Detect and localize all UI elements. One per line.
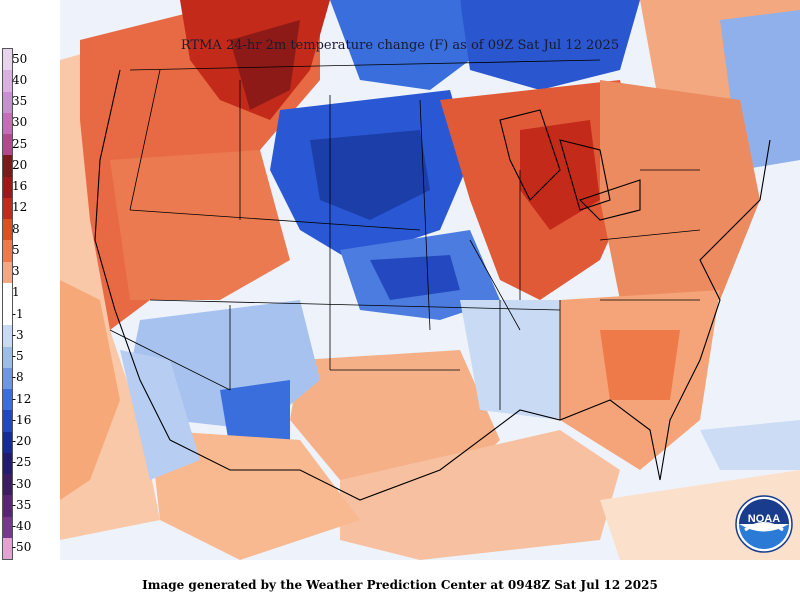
legend-swatch <box>3 134 12 156</box>
legend-swatch <box>3 112 12 134</box>
legend-swatch <box>3 346 12 368</box>
legend-swatch <box>3 389 12 411</box>
legend-label: 35 <box>12 94 28 109</box>
state-borders <box>109 59 701 420</box>
legend-label: 50 <box>12 51 28 66</box>
legend-swatch <box>3 282 12 304</box>
legend-swatch <box>3 452 12 474</box>
legend-label: 3 <box>12 264 20 279</box>
legend-swatch <box>3 410 12 432</box>
legend-label: 1 <box>12 285 20 300</box>
legend-swatch <box>3 261 12 283</box>
legend-label: 8 <box>12 221 20 236</box>
legend-swatch <box>3 367 12 389</box>
footer-credit: Image generated by the Weather Predictio… <box>142 578 658 592</box>
legend-label: -8 <box>12 370 24 385</box>
legend-label: -3 <box>12 327 24 342</box>
legend-swatch <box>3 431 12 453</box>
legend-label: 20 <box>12 157 28 172</box>
legend-swatch <box>3 219 12 241</box>
legend-swatch <box>3 70 12 92</box>
legend-swatch <box>3 176 12 198</box>
legend-swatch <box>3 325 12 347</box>
legend-label: -40 <box>12 519 32 534</box>
legend-swatch <box>3 495 12 517</box>
legend-label: 40 <box>12 72 28 87</box>
coastlines <box>94 69 771 501</box>
legend-label: -30 <box>12 476 32 491</box>
legend-swatch <box>3 91 12 113</box>
legend-label: -25 <box>12 455 32 470</box>
legend-swatch <box>3 197 12 219</box>
legend-swatch <box>3 474 12 496</box>
legend-label: -12 <box>12 391 32 406</box>
legend-label: 5 <box>12 242 20 257</box>
legend-label: -20 <box>12 434 32 449</box>
legend-label: 16 <box>12 179 28 194</box>
legend-label: -16 <box>12 412 32 427</box>
legend-label: 25 <box>12 136 28 151</box>
legend-label: -35 <box>12 497 32 512</box>
legend-swatch <box>3 240 12 262</box>
noaa-logo-text: NOAA <box>748 513 780 525</box>
legend-label: 12 <box>12 200 28 215</box>
noaa-logo: NOAA <box>735 495 793 553</box>
legend-swatch <box>3 49 12 71</box>
legend-swatch <box>3 537 12 559</box>
legend-swatch <box>3 155 12 177</box>
legend-label: -50 <box>12 540 32 555</box>
map-title: RTMA 24-hr 2m temperature change (F) as … <box>180 38 620 53</box>
legend-swatch <box>3 304 12 326</box>
legend-label: 30 <box>12 115 28 130</box>
legend-swatch <box>3 516 12 538</box>
color-legend <box>2 48 13 560</box>
legend-label: -5 <box>12 349 24 364</box>
legend-label: -1 <box>12 306 24 321</box>
